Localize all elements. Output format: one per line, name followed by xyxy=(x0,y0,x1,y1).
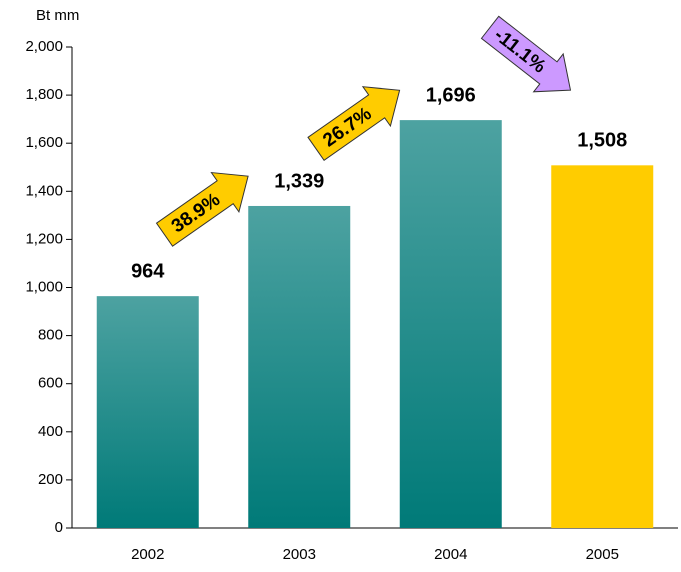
y-tick-label: 600 xyxy=(38,375,63,392)
change-arrow: -11.1% xyxy=(480,15,572,93)
bar xyxy=(248,205,351,528)
y-axis-label: Bt mm xyxy=(36,7,79,24)
bar xyxy=(96,296,199,528)
y-tick-label: 1,800 xyxy=(25,86,63,103)
y-tick-label: 0 xyxy=(55,519,63,536)
y-tick-label: 2,000 xyxy=(25,38,63,55)
y-tick-label: 1,600 xyxy=(25,134,63,151)
arrow-shape xyxy=(307,86,401,161)
y-tick-label: 400 xyxy=(38,423,63,440)
y-tick-label: 1,000 xyxy=(25,278,63,295)
x-tick-label: 2004 xyxy=(434,546,467,563)
x-tick-label: 2002 xyxy=(131,546,164,563)
arrow-shape xyxy=(155,171,249,247)
y-tick-label: 800 xyxy=(38,327,63,344)
bar xyxy=(551,165,654,529)
x-tick-label: 2005 xyxy=(586,546,619,563)
bar xyxy=(399,120,502,528)
value-label: 1,339 xyxy=(274,170,324,192)
y-tick-label: 200 xyxy=(38,471,63,488)
y-tick-label: 1,200 xyxy=(25,230,63,247)
y-tick-label: 1,400 xyxy=(25,182,63,199)
value-label: 964 xyxy=(131,260,165,282)
value-label: 1,508 xyxy=(577,130,627,152)
arrow-shape xyxy=(480,15,572,93)
value-label: 1,696 xyxy=(426,84,476,106)
change-arrow: 26.7% xyxy=(307,86,401,161)
x-tick-label: 2003 xyxy=(283,546,316,563)
change-arrow: 38.9% xyxy=(155,171,249,247)
